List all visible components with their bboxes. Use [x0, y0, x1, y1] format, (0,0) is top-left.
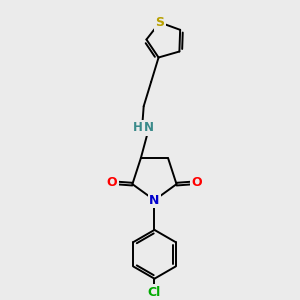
- Text: O: O: [107, 176, 118, 189]
- Text: S: S: [155, 16, 164, 29]
- Text: N: N: [149, 194, 160, 207]
- Text: N: N: [144, 121, 154, 134]
- Text: O: O: [191, 176, 202, 189]
- Text: H: H: [133, 121, 143, 134]
- Text: Cl: Cl: [148, 286, 161, 299]
